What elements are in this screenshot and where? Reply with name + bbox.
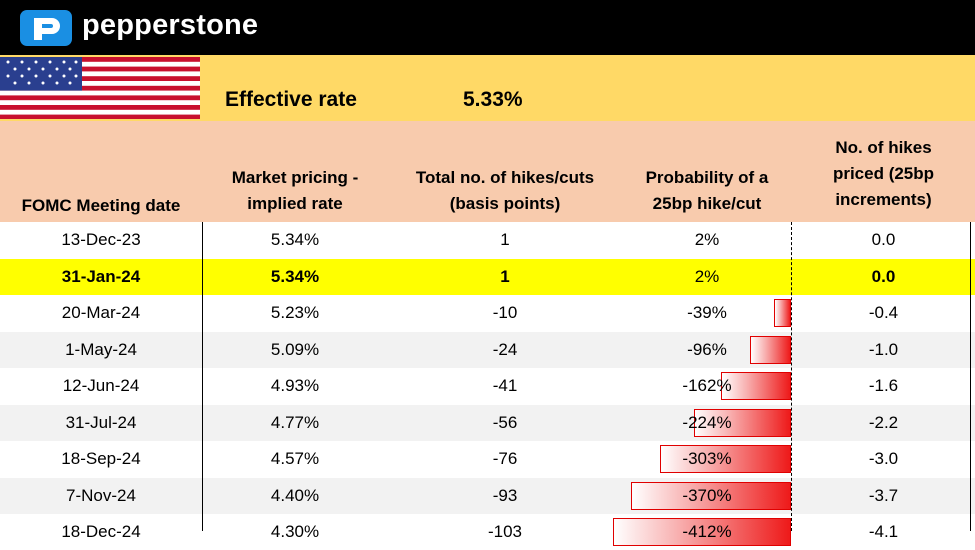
effective-rate-label: Effective rate	[225, 88, 357, 111]
probability-bar	[721, 372, 791, 400]
table-row: 18-Dec-24 4.30% -103 -4.1 -412%	[0, 514, 975, 550]
cell-hikes-priced: 0.0	[871, 266, 896, 286]
header-line: 25bp hike/cut	[652, 194, 762, 213]
cell-probability: -412%	[682, 522, 732, 541]
cell-hikes-priced: -0.4	[868, 303, 899, 322]
header-meeting-date: FOMC Meeting date	[0, 193, 202, 219]
probability-bar	[660, 445, 791, 473]
probability-bar	[749, 335, 791, 364]
cell-implied-rate: 5.09%	[270, 339, 320, 359]
cell-hikes-priced: -3.7	[868, 485, 899, 505]
column-divider	[970, 222, 971, 531]
cell-total-bps: -41	[492, 376, 518, 395]
cell-total-bps: 1	[500, 266, 510, 286]
cell-hikes-priced: -4.1	[868, 522, 899, 541]
cell-probability: -96%	[687, 339, 727, 359]
probability-bar	[774, 299, 791, 327]
header-total-hikes: Total no. of hikes/cuts (basis points)	[388, 165, 622, 217]
cell-implied-rate: 4.57%	[270, 449, 320, 468]
table-row: 20-Mar-24 5.23% -10 -0.4 -39%	[0, 295, 975, 331]
cell-hikes-priced: -2.2	[868, 412, 899, 432]
pepperstone-logo-icon	[20, 10, 72, 46]
cell-probability: -303%	[682, 449, 732, 468]
cell-implied-rate: 4.77%	[270, 412, 320, 432]
cell-meeting-date: 31-Jul-24	[65, 412, 137, 432]
brand-name: pepperstone	[82, 9, 259, 41]
cell-meeting-date: 31-Jan-24	[61, 266, 141, 286]
cell-implied-rate: 5.23%	[270, 303, 320, 322]
cell-implied-rate: 4.30%	[270, 522, 320, 541]
cell-total-bps: -24	[492, 339, 518, 359]
cell-meeting-date: 1-May-24	[65, 339, 137, 359]
table-row: 13-Dec-23 5.34% 1 0.0 2%	[0, 222, 975, 258]
cell-total-bps: -56	[492, 412, 518, 432]
header-hikes-priced: No. of hikes priced (25bp increments)	[792, 135, 975, 213]
cell-probability: -162%	[682, 376, 732, 395]
cell-meeting-date: 18-Dec-24	[61, 522, 141, 541]
table-row: 31-Jan-24 5.34% 1 0.0 2%	[0, 258, 975, 295]
cell-probability: 2%	[694, 230, 720, 249]
cell-implied-rate: 4.93%	[270, 376, 320, 395]
cell-total-bps: 1	[500, 230, 510, 249]
us-flag-icon	[0, 57, 200, 119]
cell-implied-rate: 4.40%	[270, 485, 320, 505]
table-row: 7-Nov-24 4.40% -93 -3.7 -370%	[0, 477, 975, 514]
cell-probability: -370%	[682, 485, 732, 505]
effective-rate-value: 5.33%	[463, 88, 523, 111]
column-divider	[202, 222, 203, 531]
cell-hikes-priced: -3.0	[868, 449, 899, 468]
cell-meeting-date: 20-Mar-24	[61, 303, 141, 322]
header-probability: Probability of a 25bp hike/cut	[622, 165, 792, 217]
cell-implied-rate: 5.34%	[270, 266, 320, 286]
cell-implied-rate: 5.34%	[270, 230, 320, 249]
table-row: 31-Jul-24 4.77% -56 -2.2 -224%	[0, 404, 975, 441]
cell-total-bps: -103	[487, 522, 523, 541]
header-line: Probability of a	[645, 168, 769, 187]
table-row: 12-Jun-24 4.93% -41 -1.6 -162%	[0, 368, 975, 404]
header-line: increments)	[835, 190, 932, 209]
header-line: priced (25bp	[832, 164, 935, 183]
column-divider-dotted	[791, 222, 792, 531]
cell-hikes-priced: -1.6	[868, 376, 899, 395]
table-row: 18-Sep-24 4.57% -76 -3.0 -303%	[0, 441, 975, 477]
header-line: No. of hikes	[835, 138, 932, 157]
header-implied-rate: Market pricing - implied rate	[202, 165, 388, 217]
cell-total-bps: -93	[492, 485, 518, 505]
cell-probability: 2%	[694, 266, 720, 286]
header-bar: pepperstone	[0, 0, 975, 55]
cell-hikes-priced: -1.0	[868, 339, 899, 359]
cell-probability: -39%	[687, 303, 727, 322]
table-row: 1-May-24 5.09% -24 -1.0 -96%	[0, 331, 975, 368]
cell-meeting-date: 18-Sep-24	[61, 449, 141, 468]
probability-bar	[694, 408, 791, 437]
cell-meeting-date: 12-Jun-24	[62, 376, 140, 395]
header-line: implied rate	[247, 194, 343, 213]
cell-meeting-date: 7-Nov-24	[66, 485, 136, 505]
header-line: Market pricing -	[231, 168, 359, 187]
header-line: (basis points)	[449, 194, 561, 213]
cell-total-bps: -10	[492, 303, 518, 322]
header-line: FOMC Meeting date	[21, 196, 181, 215]
cell-meeting-date: 13-Dec-23	[61, 230, 141, 249]
cell-total-bps: -76	[492, 449, 518, 468]
cell-probability: -224%	[682, 412, 732, 432]
cell-hikes-priced: 0.0	[871, 230, 896, 249]
probability-bar	[631, 481, 791, 510]
table-header: FOMC Meeting date Market pricing - impli…	[0, 121, 975, 222]
header-line: Total no. of hikes/cuts	[415, 168, 595, 187]
